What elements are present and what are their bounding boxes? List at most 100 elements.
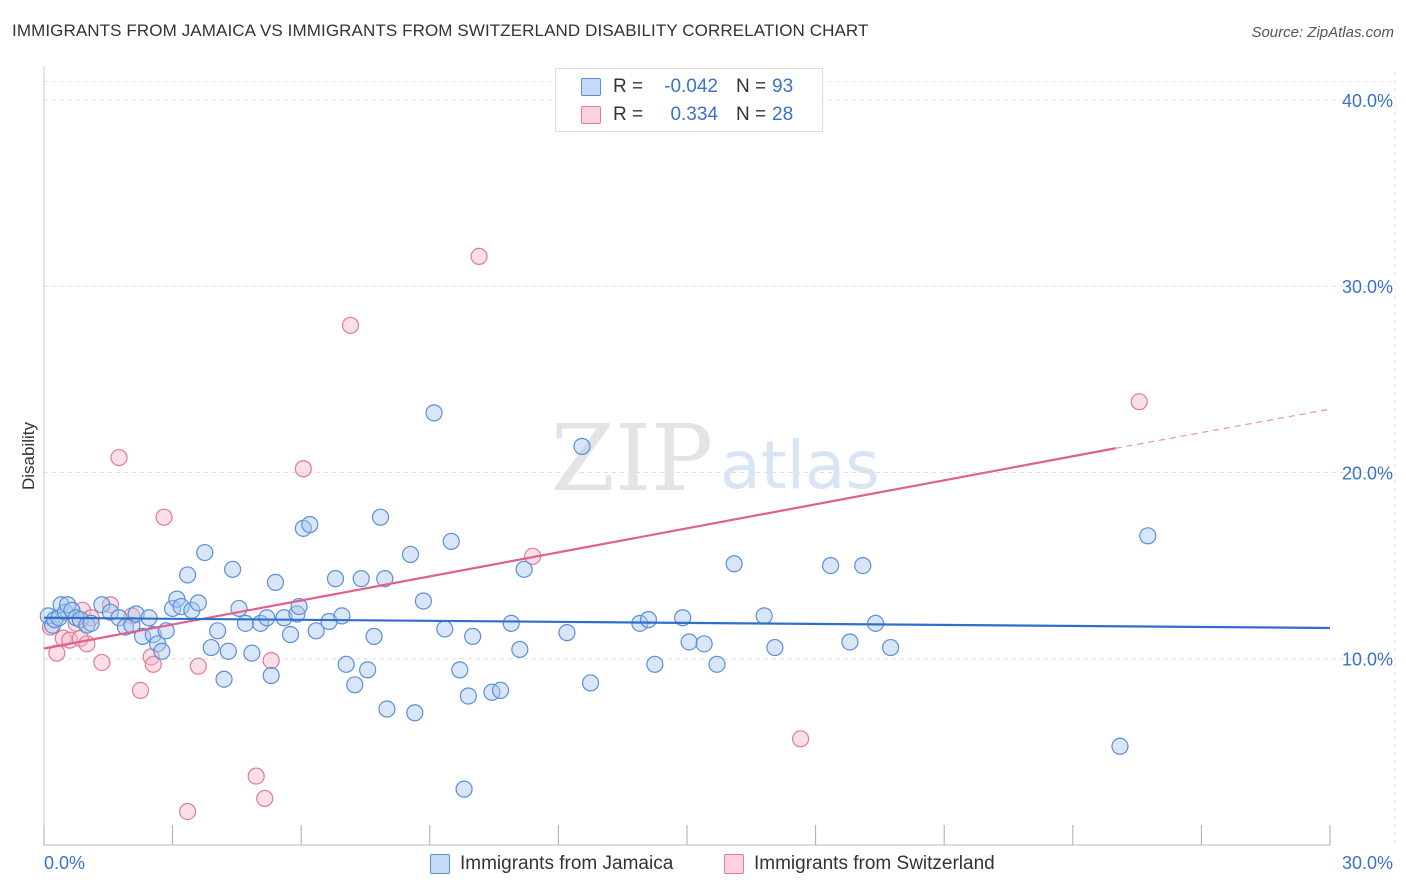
legend-row-switzerland: R = 0.334 N = 28: [556, 101, 822, 129]
jamaica-point: [359, 661, 377, 679]
switzerland-point: [179, 802, 197, 821]
legend-n-label: N =: [736, 104, 767, 125]
x-tick-label: 0.0%: [44, 853, 85, 873]
legend-n-value: 28: [772, 104, 794, 125]
jamaica-point: [511, 640, 529, 659]
jamaica-point: [639, 611, 658, 629]
switzerland-point: [155, 508, 173, 526]
jamaica-point: [491, 681, 510, 700]
chart-title: IMMIGRANTS FROM JAMAICA VS IMMIGRANTS FR…: [12, 21, 869, 40]
jamaica-point: [196, 543, 214, 562]
switzerland-point: [256, 789, 274, 808]
jamaica-point: [766, 638, 784, 657]
jamaica-point: [153, 642, 171, 660]
switzerland-point: [131, 681, 150, 700]
jamaica-point: [333, 607, 351, 625]
y-axis-label: Disability: [19, 421, 38, 490]
jamaica-point: [573, 437, 591, 455]
watermark-atlas: atlas: [720, 427, 880, 504]
jamaica-point: [371, 508, 390, 526]
jamaica-point: [219, 642, 237, 660]
jamaica-point: [502, 614, 520, 632]
jamaica-point: [425, 404, 443, 422]
jamaica-point: [646, 655, 664, 673]
jamaica-point: [82, 614, 100, 632]
jamaica-point: [236, 614, 255, 632]
axes: [43, 66, 1331, 846]
jamaica-point: [337, 655, 355, 673]
jamaica-point: [695, 635, 713, 653]
jamaica-point: [258, 609, 276, 627]
legend-swatch-jamaica: [430, 854, 450, 874]
jamaica-trendline: [43, 616, 1331, 630]
jamaica-point: [202, 638, 220, 657]
jamaica-point: [133, 627, 152, 645]
jamaica-point: [436, 620, 454, 638]
jamaica-point: [451, 661, 469, 679]
jamaica-point: [209, 622, 227, 640]
jamaica-point: [346, 676, 364, 694]
jamaica-point: [464, 627, 482, 645]
jamaica-point: [1139, 527, 1157, 545]
legend-r-label: R =: [613, 76, 644, 97]
correlation-legend: R = -0.042 N = 93 R = 0.334 N = 28: [555, 68, 823, 132]
jamaica-point: [101, 603, 120, 621]
jamaica-point: [1111, 737, 1129, 755]
legend-label-jamaica: Immigrants from Jamaica: [460, 853, 674, 874]
jamaica-point: [326, 570, 345, 588]
switzerland-point: [144, 655, 162, 673]
watermark-zip: ZIP: [551, 405, 713, 512]
legend-r-value: 0.334: [670, 104, 718, 125]
switzerland-points: [41, 247, 1148, 821]
jamaica-point: [515, 560, 533, 578]
jamaica-point: [179, 566, 197, 584]
switzerland-point: [262, 651, 280, 670]
legend-label-switzerland: Immigrants from Switzerland: [754, 853, 995, 874]
jamaica-point: [708, 655, 726, 673]
legend-swatch-switzerland: [581, 106, 601, 124]
jamaica-point: [822, 557, 840, 575]
jamaica-point: [243, 644, 261, 662]
jamaica-point: [275, 609, 293, 627]
jamaica-point: [172, 597, 190, 616]
jamaica-point: [854, 557, 872, 575]
switzerland-point: [247, 767, 265, 785]
legend-n-value: 93: [772, 76, 794, 97]
jamaica-point: [262, 666, 280, 685]
jamaica-point: [841, 633, 859, 651]
jamaica-point: [442, 532, 460, 550]
switzerland-trendline: [43, 447, 1116, 650]
trendlines: [43, 408, 1331, 650]
switzerland-point: [1130, 393, 1148, 411]
jamaica-point: [144, 625, 162, 644]
x-tick-labels: 0.0% 30.0%: [44, 853, 1393, 873]
jamaica-point: [215, 670, 233, 688]
switzerland-point: [110, 448, 128, 467]
y-tick-label: 40.0%: [1342, 91, 1393, 111]
jamaica-points: [39, 404, 1157, 798]
jamaica-point: [558, 624, 576, 642]
legend-row-jamaica: R = -0.042 N = 93: [556, 73, 822, 101]
jamaica-point: [376, 570, 394, 588]
switzerland-point: [470, 247, 488, 266]
switzerland-point: [189, 657, 207, 675]
legend-swatch-jamaica: [581, 78, 601, 96]
switzerland-point: [54, 629, 72, 647]
jamaica-point: [352, 570, 370, 588]
switzerland-point: [93, 653, 111, 672]
jamaica-point: [301, 516, 319, 534]
jamaica-point: [882, 638, 900, 657]
source-label: Source: ZipAtlas.com: [1251, 24, 1394, 41]
jamaica-point: [189, 594, 207, 612]
y-tick-label: 10.0%: [1342, 650, 1393, 670]
jamaica-point: [414, 592, 432, 610]
jamaica-point: [725, 555, 743, 573]
jamaica-point: [581, 674, 600, 692]
jamaica-point: [365, 627, 383, 645]
jamaica-point: [307, 622, 325, 640]
watermark: ZIP atlas: [551, 405, 880, 512]
series-legend: Immigrants from Jamaica Immigrants from …: [0, 852, 1406, 878]
jamaica-point: [266, 573, 285, 591]
legend-r-label: R =: [613, 104, 644, 125]
